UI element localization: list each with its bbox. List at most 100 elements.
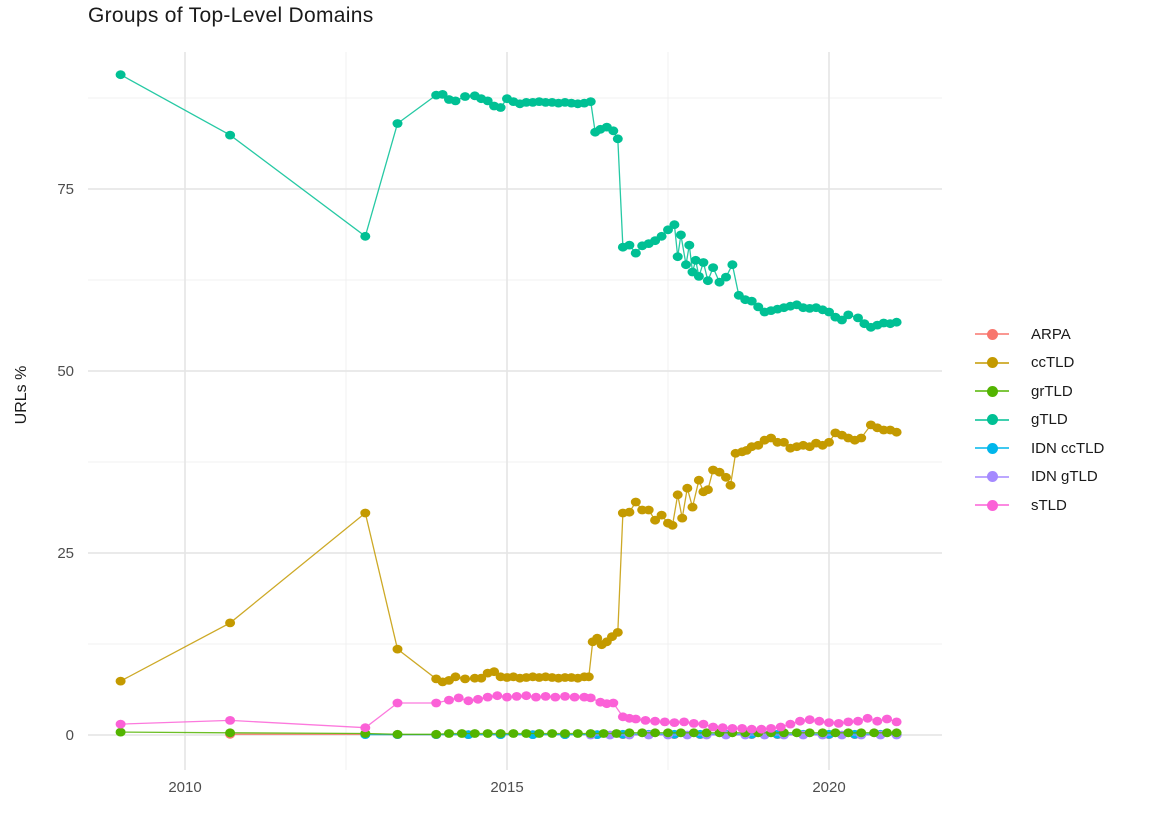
legend-key-dot [986,385,998,397]
data-point [392,644,403,654]
data-point [585,693,596,703]
data-point [608,698,619,708]
data-point [115,727,126,737]
data-point [482,96,493,106]
legend-key-icon [975,470,1009,484]
data-point [444,695,454,705]
x-tick-label: 2010 [168,779,201,796]
data-point [672,252,683,262]
data-point [550,692,561,702]
data-point [630,248,641,258]
data-point [456,729,467,738]
data-point [698,258,709,267]
data-point [721,472,731,482]
data-point [717,723,728,733]
y-tick-label: 50 [57,363,74,380]
data-point [640,716,651,725]
data-point [681,260,691,270]
data-point [473,694,483,704]
legend-key-dot [986,499,998,511]
data-point [115,70,126,80]
data-point [463,696,474,706]
data-point [431,698,442,708]
data-point [624,240,635,250]
data-point [853,313,863,323]
data-point [746,724,757,734]
data-point [663,728,673,738]
data-point [431,729,442,739]
legend-key-icon [975,356,1009,370]
axis-tick-labels: 0 25 50 75 2010 2015 2020 [57,181,845,796]
legend-key-dot [986,442,998,454]
data-point [872,716,883,726]
data-point [824,437,834,447]
data-point [656,231,667,241]
data-point [521,729,532,738]
legend-item-gtld: gTLD [975,406,1104,435]
data-point [492,691,503,701]
data-point [766,724,776,733]
data-point [663,225,673,235]
data-point [534,729,545,738]
data-point [115,676,126,686]
data-point [791,728,802,738]
data-point [608,126,619,136]
data-point [833,719,844,728]
data-point [667,520,678,530]
legend-key-icon [975,498,1009,512]
data-point [225,716,236,725]
data-point [360,508,371,518]
data-point [702,485,713,495]
data-point [684,240,695,250]
data-point [560,729,570,738]
data-point [650,515,661,525]
data-point [725,480,736,490]
data-point [891,427,902,437]
data-point [669,718,680,727]
data-point [785,719,796,729]
data-point [612,134,623,144]
data-point [521,691,532,701]
data-point [690,255,701,265]
data-point [702,276,713,286]
legend-item-idn-gtld: IDN gTLD [975,463,1104,492]
data-point [392,729,403,739]
data-point [624,507,635,517]
data-point [643,505,654,515]
data-point [469,729,480,738]
data-point [701,728,712,738]
data-point [756,724,767,734]
data-point [612,628,623,637]
data-point [698,719,709,729]
gridlines [88,52,942,770]
series-cctld [115,420,902,687]
data-point [675,728,686,738]
data-point [688,719,699,728]
data-point [856,433,867,443]
data-point [495,729,506,738]
data-point [583,672,594,682]
legend-key-icon [975,384,1009,398]
data-point [656,510,667,520]
data-point [817,728,828,738]
data-point [437,90,448,99]
data-point [669,220,680,230]
data-point [569,692,580,702]
data-point [482,729,493,738]
data-point [721,272,731,282]
data-point [630,497,641,507]
data-point [502,692,512,702]
data-point [778,437,789,447]
series-grtld [115,727,902,739]
data-point [708,263,719,272]
legend-key-dot [986,357,998,369]
legend-item-stld: sTLD [975,491,1104,520]
data-point [856,728,867,738]
data-point [547,729,558,738]
data-point [679,717,690,727]
series-stld [115,691,902,734]
legend-key-dot [986,328,998,340]
series-gtld [115,70,902,332]
legend-item-grtld: grTLD [975,377,1104,406]
data-point [572,729,583,738]
